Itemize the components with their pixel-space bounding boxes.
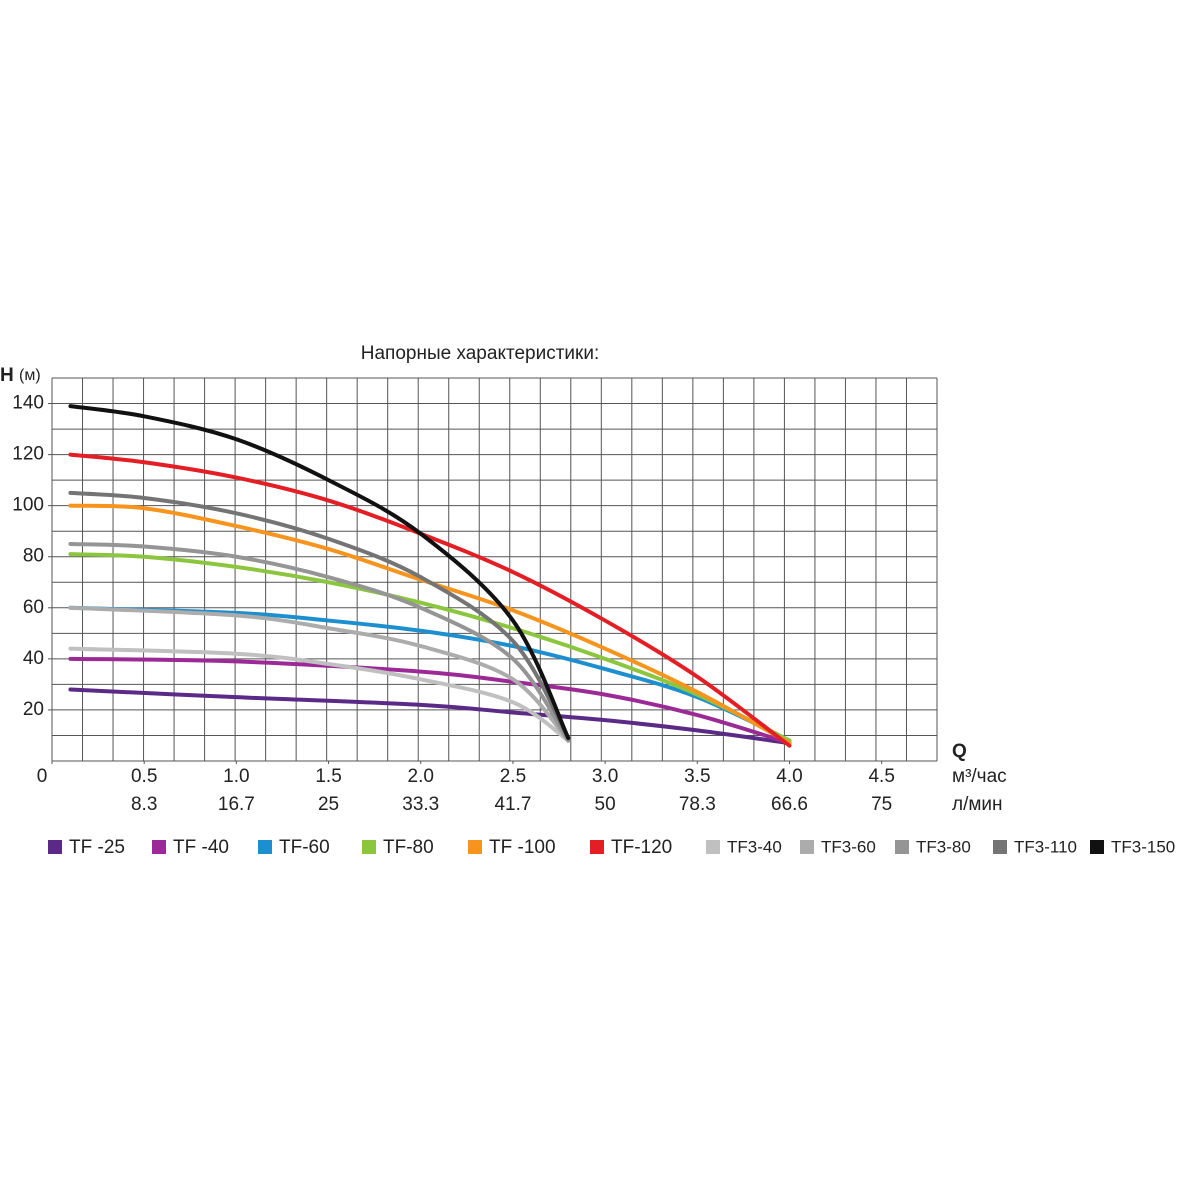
x-tick-label: 4.0: [776, 766, 802, 787]
y-tick-label: 20: [23, 699, 44, 720]
y-tick-label: 80: [23, 546, 44, 567]
curve: [68, 605, 571, 743]
legend-swatch: [895, 840, 909, 854]
legend-label: TF3-40: [727, 837, 782, 856]
x2-axis-unit: л/мин: [952, 794, 1003, 815]
legend-swatch: [468, 840, 482, 854]
legend-swatch: [800, 840, 814, 854]
chart-title: Напорные характеристики:: [361, 343, 599, 364]
x2-tick-label: 25: [318, 794, 339, 815]
x2-tick-label: 78.3: [679, 794, 716, 815]
legend-label: TF-60: [279, 837, 330, 858]
curve: [68, 646, 571, 743]
legend-label: TF3-150: [1111, 837, 1175, 856]
x2-tick-label: 66.6: [771, 794, 808, 815]
legend-swatch: [48, 840, 62, 854]
legend-label: TF3-80: [916, 837, 971, 856]
x2-tick-label: 41.7: [494, 794, 531, 815]
legend-label: TF3-110: [1014, 837, 1077, 856]
legend-swatch: [258, 840, 272, 854]
x-tick-label: 3.5: [684, 766, 710, 787]
legend-swatch: [993, 840, 1007, 854]
x-tick-label: 1.0: [223, 766, 249, 787]
y-tick-label: 60: [23, 597, 44, 618]
x-axis-label: Q: [952, 741, 967, 762]
x-tick-label: 2.5: [500, 766, 526, 787]
legend-swatch: [1090, 840, 1104, 854]
x-tick-label: 0.5: [131, 766, 157, 787]
curve: [68, 452, 792, 748]
curve: [68, 541, 571, 743]
legend-swatch: [362, 840, 376, 854]
x2-tick-label: 33.3: [402, 794, 439, 815]
y-tick-label: 120: [12, 444, 44, 465]
legend-label: TF -25: [69, 837, 125, 858]
x-axis-unit: м³/час: [952, 766, 1007, 787]
legend-label: TF-80: [383, 837, 434, 858]
curve: [68, 490, 571, 741]
legend-label: TF -100: [489, 837, 556, 858]
y-axis-unit: (м): [19, 367, 41, 384]
curve: [68, 552, 792, 743]
legend-label: TF3-60: [821, 837, 876, 856]
curve: [68, 656, 792, 746]
legend-label: TF-120: [611, 837, 672, 858]
x2-tick-label: 8.3: [131, 794, 157, 815]
curve: [68, 687, 792, 746]
y-tick-label: 40: [23, 648, 44, 669]
x2-tick-label: 16.7: [218, 794, 255, 815]
x-tick-label: 2.0: [408, 766, 434, 787]
y-tick-label: 140: [12, 393, 44, 414]
curve: [68, 605, 792, 743]
y-tick-label: 100: [12, 495, 44, 516]
x-tick-label: 3.0: [592, 766, 618, 787]
legend-label: TF -40: [173, 837, 229, 858]
x-tick-label: 0: [37, 766, 48, 787]
x-tick-label: 1.5: [315, 766, 341, 787]
x2-tick-label: 50: [595, 794, 616, 815]
x2-tick-label: 75: [871, 794, 892, 815]
legend-swatch: [590, 840, 604, 854]
curve: [68, 404, 571, 741]
legend-swatch: [706, 840, 720, 854]
y-axis-label: H: [0, 365, 14, 386]
legend-swatch: [152, 840, 166, 854]
x-tick-label: 4.5: [868, 766, 894, 787]
